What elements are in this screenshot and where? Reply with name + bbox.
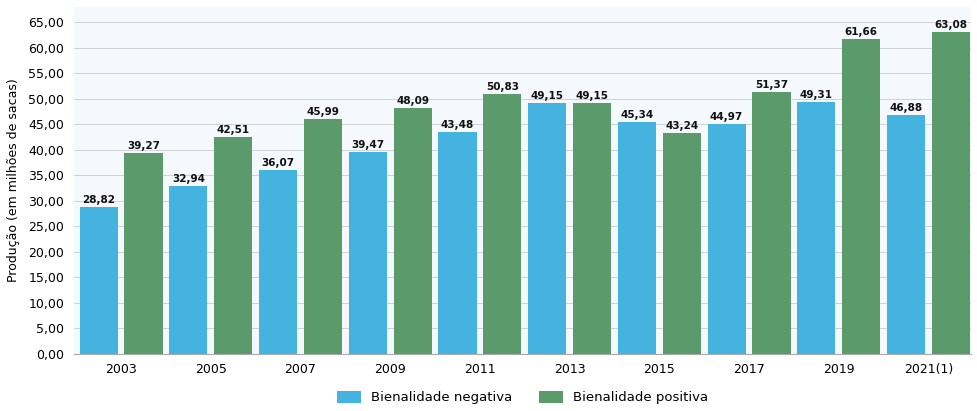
Text: 44,97: 44,97 — [709, 112, 743, 122]
Text: 49,15: 49,15 — [531, 91, 563, 101]
Text: 49,15: 49,15 — [574, 91, 608, 101]
Bar — [796, 102, 834, 354]
Text: 51,37: 51,37 — [754, 80, 787, 90]
Text: 39,47: 39,47 — [351, 141, 384, 150]
Text: 28,82: 28,82 — [82, 195, 115, 205]
Text: 36,07: 36,07 — [261, 158, 294, 168]
Text: 45,34: 45,34 — [619, 111, 653, 120]
Bar — [483, 95, 521, 354]
Bar — [349, 152, 387, 354]
Text: 45,99: 45,99 — [306, 107, 339, 117]
Text: 61,66: 61,66 — [844, 27, 876, 37]
Text: 43,48: 43,48 — [441, 120, 474, 130]
Bar — [931, 32, 969, 354]
Bar — [259, 170, 297, 354]
Text: 63,08: 63,08 — [933, 20, 966, 30]
Text: 32,94: 32,94 — [172, 174, 204, 184]
Y-axis label: Produção (em milhões de sacas): Produção (em milhões de sacas) — [7, 79, 20, 282]
Text: 42,51: 42,51 — [217, 125, 249, 135]
Text: 39,27: 39,27 — [127, 141, 160, 151]
Bar — [573, 103, 611, 354]
Bar — [841, 39, 879, 354]
Bar — [662, 133, 701, 354]
Bar — [79, 207, 117, 354]
Text: 49,31: 49,31 — [799, 90, 832, 100]
Bar — [304, 119, 342, 354]
Legend: Bienalidade negativa, Bienalidade positiva: Bienalidade negativa, Bienalidade positi… — [331, 386, 713, 409]
Bar — [438, 132, 476, 354]
Text: 46,88: 46,88 — [888, 103, 921, 113]
Bar — [751, 92, 789, 354]
Text: 48,09: 48,09 — [396, 97, 429, 106]
Text: 50,83: 50,83 — [486, 83, 519, 92]
Bar — [393, 109, 431, 354]
Bar — [706, 125, 744, 354]
Bar — [528, 103, 566, 354]
Bar — [169, 186, 207, 354]
Bar — [124, 153, 162, 354]
Bar — [617, 122, 656, 354]
Text: 43,24: 43,24 — [664, 121, 698, 131]
Bar — [886, 115, 924, 354]
Bar — [214, 137, 252, 354]
